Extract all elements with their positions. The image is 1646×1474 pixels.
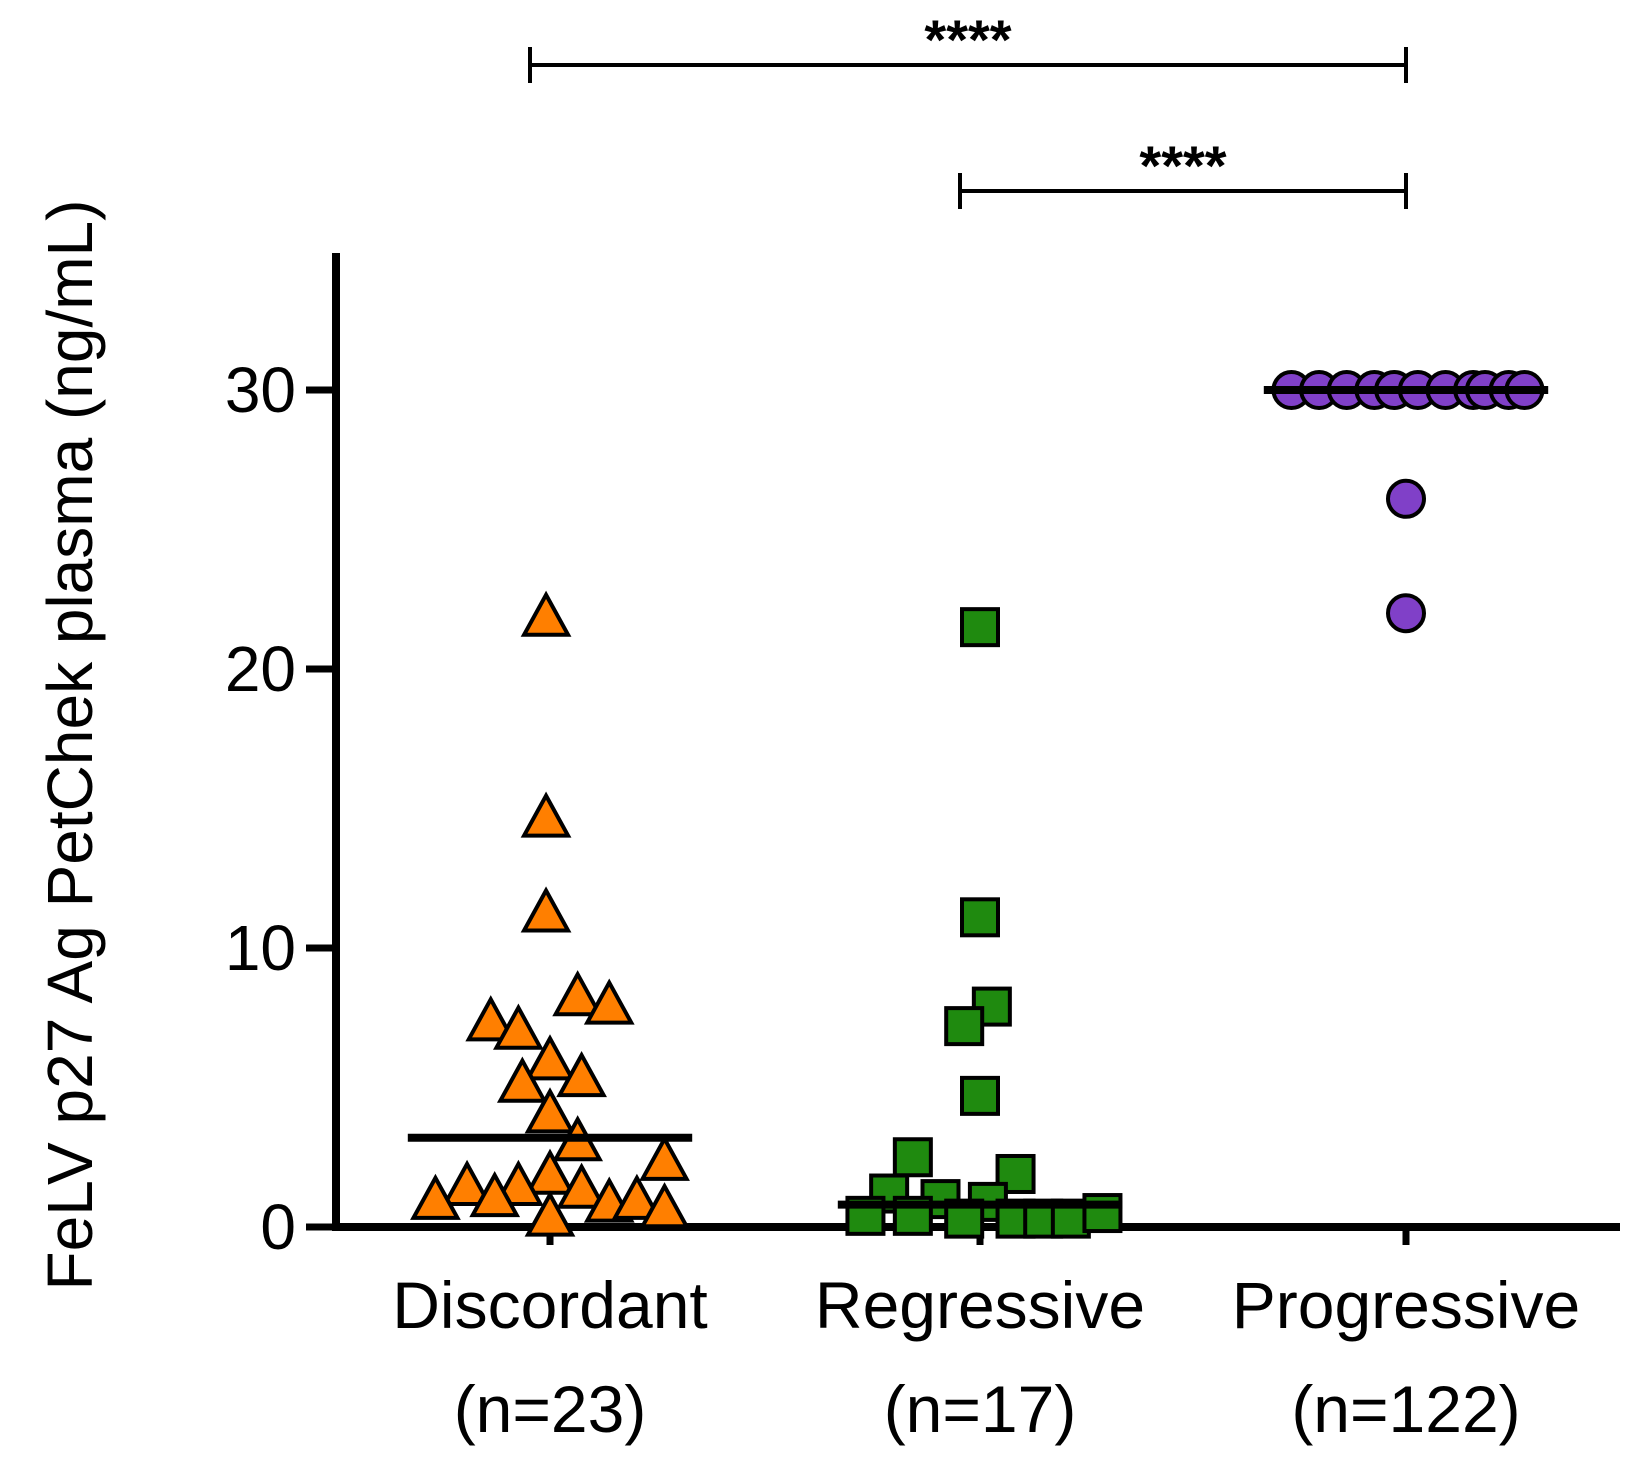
triangle-marker	[583, 978, 635, 1025]
triangle-marker	[441, 1159, 493, 1206]
significance-label: ****	[924, 8, 1011, 71]
triangle-marker	[556, 1050, 607, 1098]
y-tick-label: 0	[260, 1191, 296, 1263]
triangle-marker	[524, 1087, 576, 1134]
y-tick-label: 20	[225, 633, 296, 705]
triangle-marker	[611, 1173, 663, 1220]
triangle-marker	[639, 1182, 690, 1229]
triangle-marker	[520, 590, 572, 637]
triangle-marker	[524, 1190, 576, 1237]
triangle-marker	[556, 1162, 607, 1209]
category-label: Regressive	[815, 1268, 1145, 1342]
category-count: (n=17)	[884, 1372, 1077, 1446]
category-count: (n=122)	[1291, 1372, 1520, 1446]
triangle-marker	[552, 970, 604, 1017]
y-axis-title: FeLV p27 Ag PetChek plasma (ng/mL)	[34, 200, 106, 1291]
category-label: Progressive	[1232, 1268, 1580, 1342]
median-lines	[407, 386, 1549, 1209]
triangle-marker	[520, 791, 572, 838]
significance-brackets: **** ****	[528, 8, 1408, 209]
triangle-marker	[410, 1173, 461, 1220]
significance-label: ****	[1139, 134, 1226, 197]
y-tick-label: 10	[225, 912, 296, 984]
y-ticks: 0 10 20 30	[225, 354, 336, 1263]
triangle-marker	[465, 995, 517, 1042]
triangle-marker	[469, 1170, 521, 1218]
square-marker	[1082, 1193, 1123, 1234]
square-marker	[892, 1137, 933, 1178]
circle-marker	[1386, 478, 1426, 519]
triangle-marker	[520, 886, 572, 933]
data-points	[410, 370, 1545, 1239]
circle-marker	[1386, 593, 1426, 634]
triangle-marker	[639, 1134, 690, 1181]
category-count: (n=23)	[454, 1372, 647, 1446]
square-marker	[960, 607, 1000, 648]
square-marker	[944, 1006, 985, 1047]
triangle-marker	[493, 1159, 544, 1206]
x-categories: Discordant (n=23) Regressive (n=17) Progress…	[392, 1227, 1580, 1446]
triangle-marker	[524, 1034, 576, 1081]
category-label: Discordant	[392, 1268, 707, 1342]
triangle-marker	[493, 1003, 544, 1050]
square-marker	[960, 897, 1000, 938]
square-marker	[960, 1075, 1000, 1116]
triangle-marker	[496, 1056, 548, 1103]
y-tick-label: 30	[225, 354, 296, 426]
